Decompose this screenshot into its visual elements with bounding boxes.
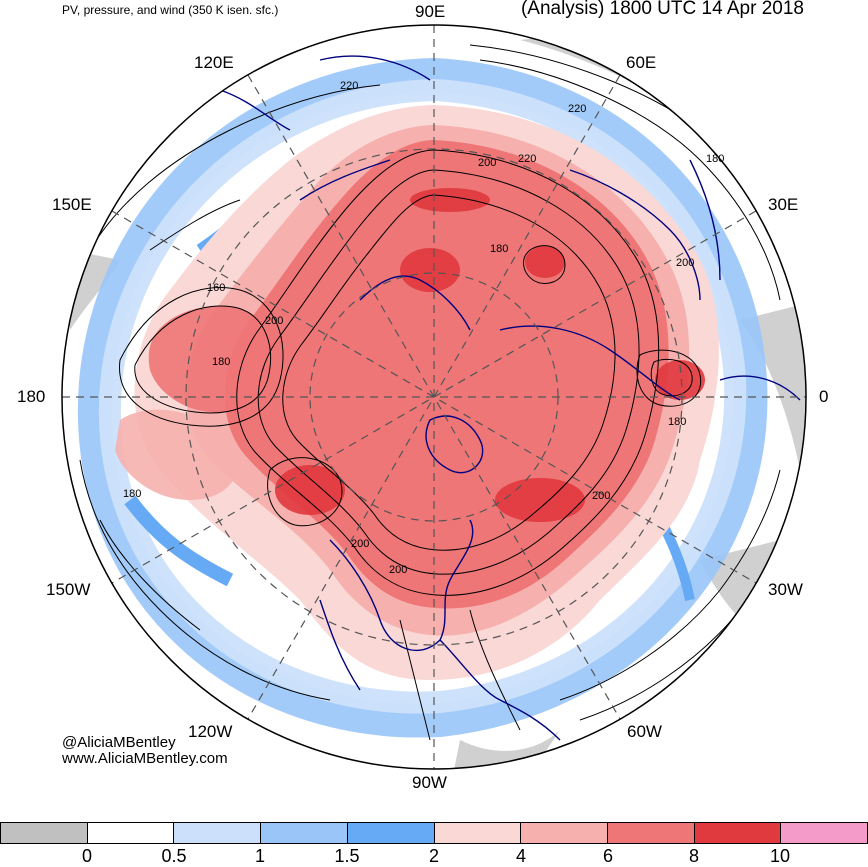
map-title: (Analysis) 1800 UTC 14 Apr 2018: [520, 0, 804, 19]
contour-label: 180: [668, 416, 686, 428]
colorbar-swatch: [173, 822, 261, 844]
colorbar-tick: 1: [254, 846, 266, 866]
lon-label-60e: 60E: [626, 53, 657, 72]
colorbar-tick: 4: [515, 846, 527, 866]
map-border: [61, 24, 807, 770]
colorbar-swatch: [433, 822, 521, 844]
contour-label: 200: [478, 157, 496, 169]
contour-label: 160: [207, 282, 225, 294]
contour-label-group: 220 220 200 220 180 200 180 160 200 180 …: [123, 80, 724, 576]
colorbar-tick: 2: [428, 846, 440, 866]
lon-label-90e: 90E: [415, 2, 446, 21]
contour-label: 220: [340, 80, 358, 92]
colorbar: [0, 822, 868, 844]
lon-label-30w: 30W: [768, 580, 803, 599]
lon-label-120w: 120W: [188, 722, 233, 741]
colorbar-tick: 1.5: [334, 846, 360, 866]
colorbar-swatch: [606, 822, 694, 844]
map-disk: [62, 25, 806, 769]
colorbar-swatch: [260, 822, 347, 844]
contour-label: 180: [123, 488, 141, 500]
colorbar-tick: 8: [688, 846, 700, 866]
colorbar-tick: 0.5: [161, 846, 187, 866]
polar-map: 220 220 200 220 180 200 180 160 200 180 …: [61, 24, 807, 770]
pressure-contours: [79, 44, 801, 741]
colorbar-tick: 0: [81, 846, 93, 866]
lon-label-0: 0: [819, 387, 829, 406]
lon-label-60w: 60W: [627, 722, 662, 741]
contour-label: 200: [265, 315, 283, 327]
contour-label: 220: [518, 153, 536, 165]
colorbar-swatch: [0, 822, 87, 844]
colorbar-tick: 6: [602, 846, 614, 866]
coastlines: [219, 55, 801, 741]
map-subtitle: PV, pressure, and wind (350 K isen. sfc.…: [62, 3, 279, 17]
colorbar-swatch: [86, 822, 174, 844]
colorbar-swatch: [346, 822, 434, 844]
contour-label: 180: [490, 243, 508, 255]
colorbar-tick: 10: [769, 846, 791, 866]
credit-handle: @AliciaMBentley: [62, 734, 176, 751]
colorbar-swatch: [693, 822, 781, 844]
contour-label: 200: [676, 257, 694, 269]
lon-label-180: 180: [17, 387, 46, 406]
contour-label: 200: [351, 538, 369, 550]
blue-pv-ring: [77, 57, 768, 738]
lon-label-150e: 150E: [52, 195, 92, 214]
lon-label-120e: 120E: [194, 53, 234, 72]
colorbar-swatch: [780, 822, 868, 844]
contour-label: 200: [389, 564, 407, 576]
lon-label-90w: 90W: [412, 773, 447, 792]
credit-website: www.AliciaMBentley.com: [62, 750, 228, 767]
contour-label: 200: [592, 490, 610, 502]
colorbar-swatch: [520, 822, 607, 844]
graticule: [62, 25, 806, 769]
lon-label-150w: 150W: [46, 580, 91, 599]
lon-label-30e: 30E: [768, 195, 799, 214]
contour-label: 180: [212, 356, 230, 368]
contour-label: 180: [706, 153, 724, 165]
contour-label: 220: [568, 103, 586, 115]
